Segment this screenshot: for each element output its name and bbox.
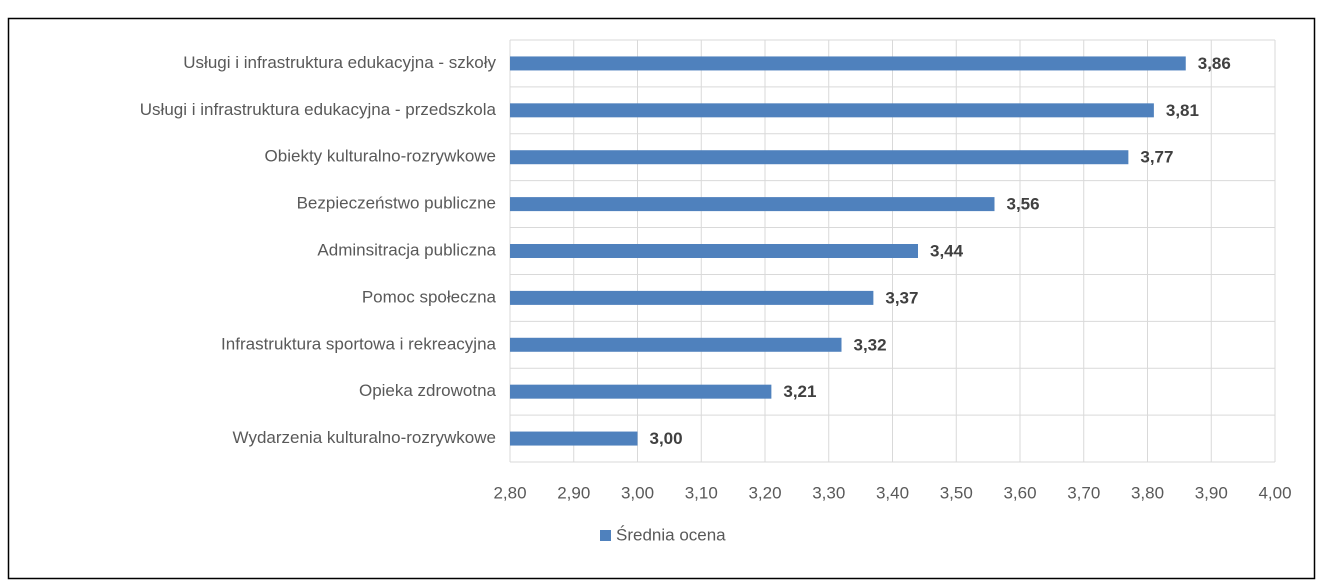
bar (510, 431, 638, 446)
y-tick-label: Usługi i infrastruktura edukacyjna - prz… (140, 100, 497, 119)
x-tick-label: 3,00 (621, 483, 654, 502)
value-label: 3,81 (1166, 101, 1199, 120)
bar (510, 244, 918, 258)
bar (510, 290, 874, 305)
y-tick-label: Opieka zdrowotna (359, 381, 497, 400)
x-tick-label: 3,60 (1003, 483, 1036, 502)
legend-label: Średnia ocena (616, 525, 726, 544)
bar (510, 337, 842, 352)
x-tick-label: 3,10 (685, 483, 718, 502)
y-tick-label: Adminsitracja publiczna (317, 240, 496, 259)
y-tick-label: Usługi i infrastruktura edukacyjna - szk… (183, 53, 496, 72)
value-label: 3,32 (854, 335, 887, 354)
value-label: 3,77 (1140, 148, 1173, 167)
x-tick-label: 3,50 (940, 483, 973, 502)
bar (510, 56, 1186, 71)
value-label: 3,21 (783, 382, 816, 401)
y-tick-label: Infrastruktura sportowa i rekreacyjna (221, 334, 496, 353)
x-tick-label: 4,00 (1258, 483, 1291, 502)
x-tick-label: 3,70 (1067, 483, 1100, 502)
value-label: 3,00 (650, 429, 683, 448)
x-tick-label: 3,30 (812, 483, 845, 502)
value-label: 3,56 (1007, 195, 1040, 214)
x-tick-label: 3,20 (748, 483, 781, 502)
bar (510, 384, 772, 399)
bar (510, 103, 1154, 118)
x-tick-label: 3,80 (1131, 483, 1164, 502)
y-tick-label: Pomoc społeczna (362, 287, 497, 306)
x-tick-label: 2,80 (493, 483, 526, 502)
x-tick-label: 3,90 (1195, 483, 1228, 502)
legend-swatch (600, 530, 611, 541)
bar (510, 150, 1129, 165)
chart-frame (7, 17, 1316, 580)
x-tick-label: 3,40 (876, 483, 909, 502)
y-tick-label: Wydarzenia kulturalno-rozrywkowe (233, 428, 496, 447)
y-tick-label: Bezpieczeństwo publiczne (297, 194, 496, 213)
bar (510, 197, 995, 212)
value-label: 3,37 (885, 288, 918, 307)
y-tick-label: Obiekty kulturalno-rozrywkowe (265, 147, 496, 166)
value-label: 3,44 (930, 241, 964, 260)
value-label: 3,86 (1198, 54, 1231, 73)
x-tick-label: 2,90 (557, 483, 590, 502)
